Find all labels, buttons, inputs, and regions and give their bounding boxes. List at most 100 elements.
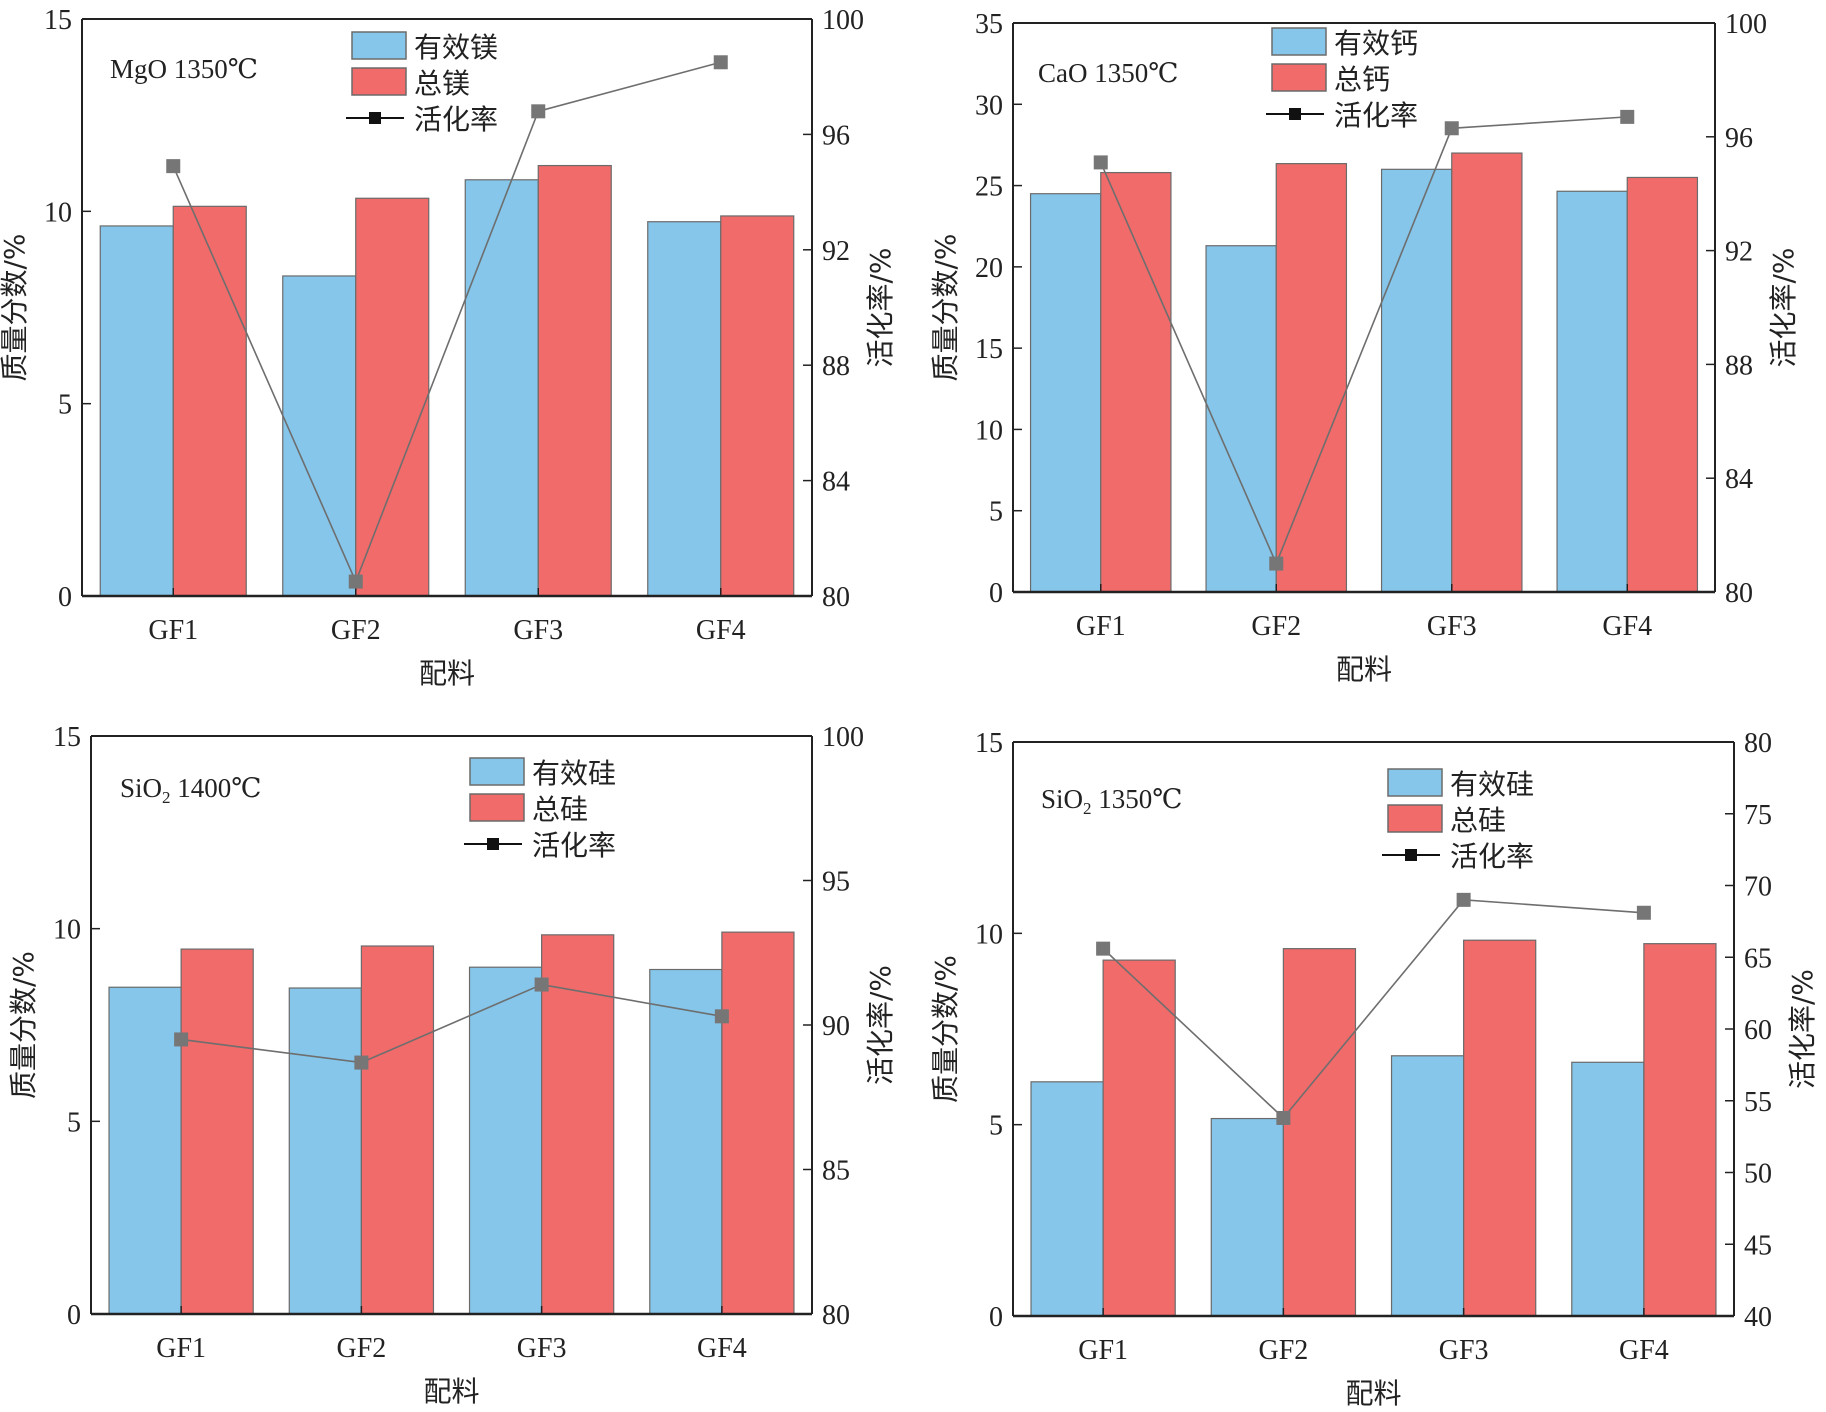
bar-有效镁-GF3 [464, 179, 539, 597]
bar-有效镁-GF4 [647, 221, 722, 597]
activation-rate-marker-GF3 [1444, 121, 1459, 136]
y2-tick-label: 65 [1744, 943, 1772, 974]
y-tick-label: 15 [44, 5, 72, 36]
legend-label: 活化率 [1334, 99, 1418, 132]
activation-rate-marker-GF4 [1636, 905, 1651, 920]
activation-rate-marker-GF4 [713, 55, 728, 70]
y-tick-label: 5 [989, 1111, 1003, 1142]
bar-有效镁-GF2 [282, 275, 357, 597]
y2-tick-label: 60 [1744, 1015, 1772, 1046]
legend-label: 总硅 [532, 793, 588, 826]
x-tick-label: GF4 [1602, 611, 1652, 642]
y-tick-label: 0 [989, 578, 1003, 609]
chart-title: SiO2 1400℃ [120, 773, 262, 807]
y2-tick-label: 75 [1744, 800, 1772, 831]
y2-axis-title: 活化率/% [1767, 247, 1800, 367]
activation-rate-line [1102, 899, 1644, 1120]
y-tick-label: 10 [53, 915, 81, 946]
y-tick-label: 5 [58, 390, 72, 421]
title-main: SiO [1041, 784, 1083, 814]
bar-有效钙-GF4 [1556, 190, 1628, 593]
x-tick-label: GF1 [1076, 611, 1126, 642]
x-tick-label: GF4 [1619, 1335, 1669, 1366]
y2-tick-label: 92 [1725, 237, 1753, 268]
activation-rate-line [181, 983, 723, 1064]
activation-rate-marker-GF3 [1456, 892, 1471, 907]
legend-label: 总硅 [1450, 804, 1506, 837]
activation-rate-marker-GF2 [348, 574, 363, 589]
y2-tick-label: 90 [822, 1011, 850, 1042]
y2-axis-title: 活化率/% [1786, 969, 1819, 1089]
x-tick-label: GF1 [1078, 1335, 1128, 1366]
y-tick-label: 15 [975, 728, 1003, 759]
x-tick-label: GF3 [1439, 1335, 1489, 1366]
y2-tick-label: 80 [822, 582, 850, 613]
title-subscript: 2 [162, 788, 171, 807]
y-tick-label: 10 [44, 197, 72, 228]
legend-label: 活化率 [1450, 840, 1534, 873]
bar-有效硅-GF2 [288, 987, 362, 1315]
bar-有效钙-GF2 [1205, 245, 1277, 593]
bar-总硅-GF4 [721, 931, 795, 1315]
bar-总硅-GF2 [1282, 948, 1357, 1317]
x-tick-label: GF4 [696, 615, 746, 646]
bar-有效钙-GF1 [1029, 193, 1102, 593]
bar-总钙-GF1 [1100, 171, 1172, 593]
legend-label: 有效镁 [414, 31, 498, 64]
x-tick-label: GF2 [1258, 1335, 1308, 1366]
legend-label: 活化率 [414, 103, 498, 136]
y-tick-label: 30 [975, 90, 1003, 121]
y-tick-label: 35 [975, 9, 1003, 40]
y-tick-label: 5 [67, 1107, 81, 1138]
activation-rate-marker-GF1 [166, 159, 181, 174]
bar-有效硅-GF4 [1571, 1061, 1645, 1317]
x-tick-label: GF4 [697, 1333, 747, 1364]
activation-rate-marker-GF2 [1269, 556, 1284, 571]
y2-tick-label: 95 [822, 867, 850, 898]
y-axis-title: 质量分数/% [7, 951, 40, 1099]
y-axis-title: 质量分数/% [929, 233, 962, 381]
x-tick-label: GF2 [331, 615, 381, 646]
y2-tick-label: 50 [1744, 1159, 1772, 1190]
chart-title: CaO 1350℃ [1038, 58, 1178, 88]
y-tick-label: 25 [975, 172, 1003, 203]
y2-tick-label: 84 [822, 467, 850, 498]
y2-tick-label: 100 [1725, 9, 1767, 40]
legend-marker-swatch [1405, 849, 1417, 861]
bar-总镁-GF2 [355, 197, 430, 597]
legend-marker-swatch [487, 838, 499, 850]
bar-总硅-GF1 [180, 948, 254, 1315]
y2-tick-label: 100 [822, 722, 864, 753]
bar-总硅-GF4 [1643, 943, 1717, 1317]
x-tick-label: GF2 [1251, 611, 1301, 642]
y-axis-title: 质量分数/% [0, 233, 31, 381]
y2-axis-title: 活化率/% [864, 247, 897, 367]
bar-有效镁-GF1 [99, 225, 174, 597]
x-tick-label: GF3 [513, 615, 563, 646]
x-axis-title: 配料 [419, 657, 475, 690]
legend-swatch-total [469, 793, 525, 822]
y2-tick-label: 100 [822, 5, 864, 36]
title-main: SiO [120, 773, 162, 803]
activation-rate-marker-GF3 [534, 977, 549, 992]
x-axis-title: 配料 [1336, 653, 1392, 686]
chart-title: MgO 1350℃ [110, 54, 258, 84]
y-tick-label: 10 [975, 919, 1003, 950]
bar-总镁-GF4 [720, 215, 795, 597]
legend-swatch-total [351, 67, 407, 96]
legend-label: 有效硅 [532, 757, 616, 790]
bar-有效硅-GF1 [108, 986, 182, 1315]
title-rest: 1350℃ [1092, 784, 1183, 814]
y-tick-label: 10 [975, 415, 1003, 446]
x-tick-label: GF3 [1427, 611, 1477, 642]
x-tick-label: GF2 [336, 1333, 386, 1364]
activation-rate-marker-GF1 [174, 1032, 189, 1047]
y-axis-title: 质量分数/% [929, 955, 962, 1103]
legend-label: 有效钙 [1334, 27, 1418, 60]
bar-总硅-GF3 [1463, 939, 1537, 1317]
activation-rate-marker-GF3 [531, 104, 546, 119]
bar-总钙-GF3 [1451, 152, 1523, 593]
activation-rate-marker-GF2 [354, 1055, 369, 1070]
